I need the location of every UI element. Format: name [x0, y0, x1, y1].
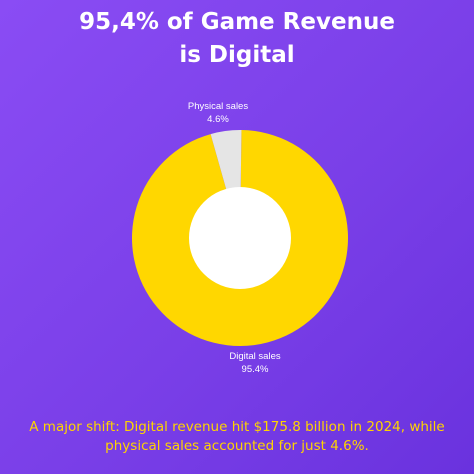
caption-line-1: A major shift: Digital revenue hit $175.… [29, 419, 445, 435]
caption: A major shift: Digital revenue hit $175.… [0, 418, 474, 456]
title-line-2: is Digital [179, 42, 295, 68]
digital-sales-label: Digital sales [229, 351, 280, 362]
caption-line-2: physical sales accounted for just 4.6%. [105, 438, 369, 454]
digital-sales-value: 95.4% [242, 364, 269, 375]
page-title: 95,4% of Game Revenue is Digital [0, 6, 474, 72]
physical-sales-label: Physical sales [188, 101, 248, 112]
title-line-1: 95,4% of Game Revenue [79, 9, 395, 35]
donut-hole [189, 187, 291, 289]
physical-sales-value: 4.6% [207, 114, 229, 125]
